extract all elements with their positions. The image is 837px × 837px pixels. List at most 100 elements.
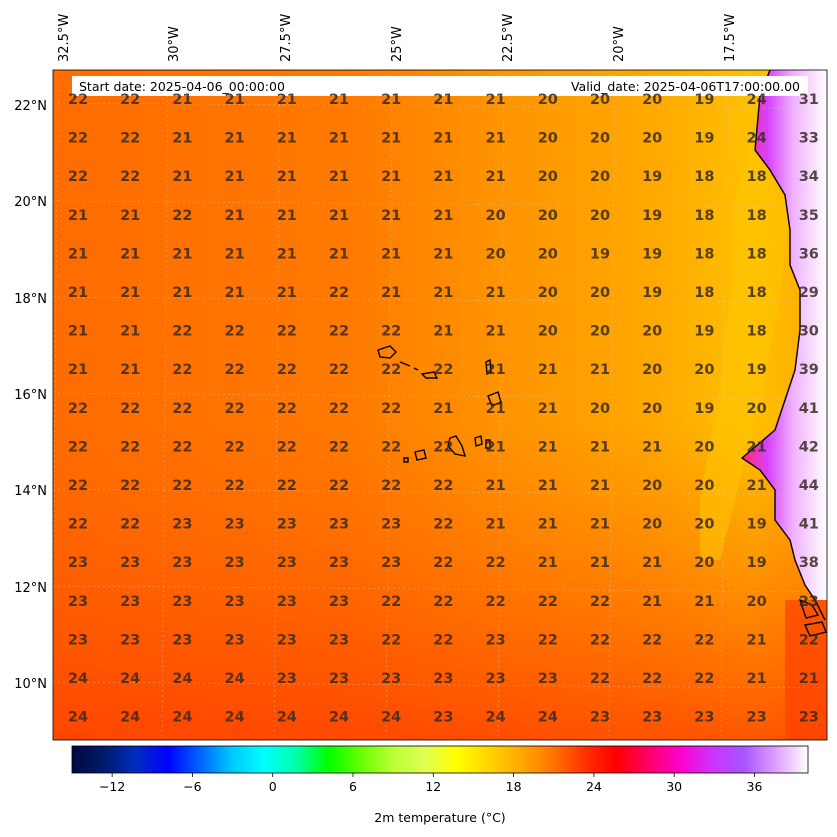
grid-value: 20 <box>694 362 714 378</box>
grid-value: 19 <box>747 362 767 378</box>
colorbar-tick-label: 0 <box>269 779 277 794</box>
lon-label: 20°W <box>612 26 627 62</box>
grid-value: 20 <box>486 208 506 224</box>
grid-value: 21 <box>68 285 88 301</box>
grid-value: 19 <box>642 246 662 262</box>
lat-label: 22°N <box>14 99 47 114</box>
grid-value: 23 <box>433 671 453 687</box>
grid-value: 20 <box>590 285 610 301</box>
grid-value: 33 <box>799 131 819 147</box>
grid-value: 22 <box>642 632 662 648</box>
grid-value: 23 <box>433 710 453 726</box>
grid-value: 21 <box>433 324 453 340</box>
grid-value: 19 <box>642 285 662 301</box>
grid-value: 20 <box>694 478 714 494</box>
lat-label: 18°N <box>14 292 47 307</box>
colorbar-tick-label: 24 <box>586 779 602 794</box>
grid-value: 22 <box>486 594 506 610</box>
grid-value: 22 <box>172 362 192 378</box>
grid-value: 19 <box>642 208 662 224</box>
grid-value: 22 <box>381 594 401 610</box>
grid-value: 21 <box>433 208 453 224</box>
lat-label: 20°N <box>14 195 47 210</box>
grid-value: 21 <box>172 92 192 108</box>
grid-value: 20 <box>694 439 714 455</box>
grid-value: 21 <box>225 169 245 185</box>
map-frame <box>52 69 828 741</box>
grid-value: 19 <box>642 169 662 185</box>
grid-value: 21 <box>68 208 88 224</box>
grid-value: 22 <box>433 362 453 378</box>
grid-value: 22 <box>277 401 297 417</box>
grid-value: 24 <box>68 710 88 726</box>
grid-value: 21 <box>120 246 140 262</box>
grid-value: 22 <box>590 594 610 610</box>
grid-value: 23 <box>538 671 558 687</box>
lat-label: 16°N <box>14 388 47 403</box>
grid-value: 20 <box>538 92 558 108</box>
colorbar-tick-label: 12 <box>425 779 441 794</box>
grid-value: 21 <box>747 439 767 455</box>
grid-value: 22 <box>120 517 140 533</box>
grid-value: 21 <box>225 208 245 224</box>
grid-value: 22 <box>277 439 297 455</box>
grid-value: 20 <box>538 324 558 340</box>
grid-value: 21 <box>538 517 558 533</box>
grid-value: 23 <box>486 671 506 687</box>
grid-value: 21 <box>225 246 245 262</box>
grid-value: 22 <box>172 208 192 224</box>
valid-date-label: Valid_date: 2025-04-06T17:00:00.00 <box>571 79 800 94</box>
grid-value: 35 <box>799 208 819 224</box>
grid-value: 21 <box>433 92 453 108</box>
grid-value: 23 <box>225 555 245 571</box>
grid-value: 23 <box>277 555 297 571</box>
latitude-labels: 22°N 20°N 18°N 16°N 14°N 12°N 10°N <box>14 99 47 692</box>
grid-value: 21 <box>172 246 192 262</box>
grid-value: 21 <box>642 555 662 571</box>
grid-value: 21 <box>381 169 401 185</box>
grid-value: 23 <box>68 555 88 571</box>
grid-value: 23 <box>225 632 245 648</box>
grid-value: 21 <box>486 92 506 108</box>
colorbar-tick-label: 18 <box>506 779 522 794</box>
grid-value: 23 <box>329 632 349 648</box>
grid-value: 22 <box>225 439 245 455</box>
lon-label: 17.5°W <box>723 14 738 62</box>
grid-value: 23 <box>172 594 192 610</box>
grid-value: 23 <box>799 710 819 726</box>
grid-value: 23 <box>172 632 192 648</box>
grid-value: 22 <box>120 478 140 494</box>
grid-value: 24 <box>747 92 767 108</box>
grid-value: 21 <box>538 362 558 378</box>
grid-value: 18 <box>694 169 714 185</box>
coastline-africa <box>740 70 826 621</box>
grid-value: 21 <box>381 92 401 108</box>
grid-value: 21 <box>486 478 506 494</box>
grid-value: 21 <box>747 478 767 494</box>
grid-value: 22 <box>329 324 349 340</box>
grid-value: 20 <box>538 246 558 262</box>
grid-value: 23 <box>277 517 297 533</box>
grid-value: 18 <box>747 208 767 224</box>
grid-value: 21 <box>381 285 401 301</box>
grid-value: 18 <box>694 208 714 224</box>
grid-value: 22 <box>225 324 245 340</box>
grid-value: 21 <box>277 246 297 262</box>
grid-value: 24 <box>329 710 349 726</box>
grid-value: 21 <box>120 285 140 301</box>
grid-value: 22 <box>68 439 88 455</box>
grid-value: 22 <box>381 439 401 455</box>
grid-value: 41 <box>799 517 819 533</box>
colorbar-tick-label: −6 <box>183 779 201 794</box>
grid-value: 39 <box>799 362 819 378</box>
lat-label: 12°N <box>14 581 47 596</box>
grid-value: 24 <box>172 710 192 726</box>
land-africa <box>742 70 827 600</box>
grid-value: 22 <box>68 92 88 108</box>
grid-value: 21 <box>590 478 610 494</box>
grid-value: 21 <box>225 92 245 108</box>
grid-value: 21 <box>329 208 349 224</box>
grid-value: 22 <box>68 478 88 494</box>
grid-value: 22 <box>433 517 453 533</box>
grid-value: 30 <box>799 324 819 340</box>
